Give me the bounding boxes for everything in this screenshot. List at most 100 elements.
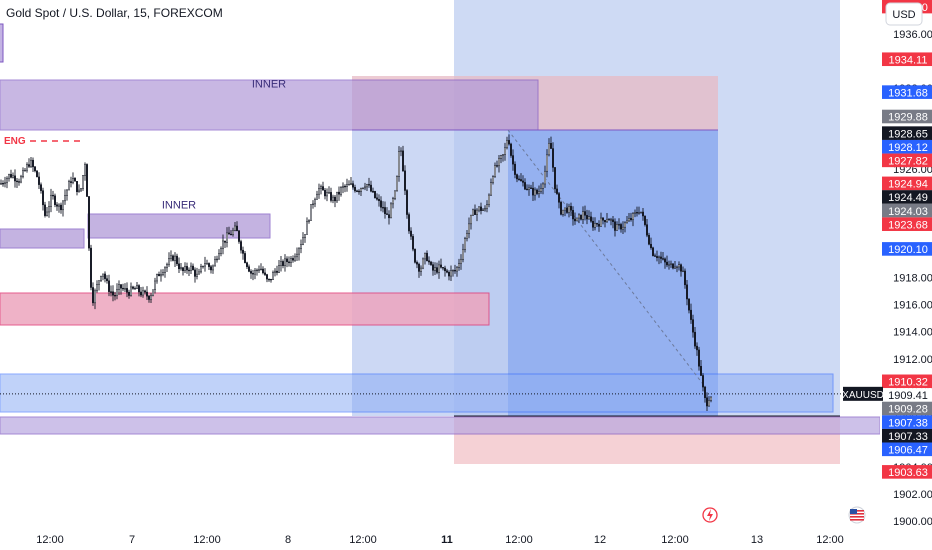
candle-body [518, 178, 520, 180]
candle-body [552, 148, 554, 168]
candle-body [618, 224, 620, 226]
candle-body [74, 178, 76, 182]
price-label-box: 1927.82 [882, 153, 932, 168]
lightning-icon[interactable] [702, 507, 718, 523]
blue-support-band[interactable] [0, 373, 834, 413]
candle-body [436, 267, 438, 273]
candle-body [454, 269, 456, 272]
candle-body [146, 291, 148, 297]
time-tick-label: 12:00 [36, 534, 64, 546]
candle-body [120, 284, 122, 289]
candle-body [496, 165, 498, 167]
candle-body [330, 192, 332, 201]
inner-zone-label: INNER [162, 199, 196, 211]
candle-body [438, 264, 440, 273]
candle-body [292, 258, 294, 261]
price-label-text: 1909.28 [888, 404, 928, 416]
candle-body [650, 243, 652, 249]
us-flag-icon[interactable] [848, 506, 866, 524]
candle-body [374, 191, 376, 199]
candle-body [560, 202, 562, 215]
inner-zone-lower[interactable] [87, 213, 271, 239]
candle-body [428, 260, 430, 263]
candle-body [506, 140, 508, 149]
candle-body [202, 265, 204, 268]
candle-body [484, 208, 486, 211]
candle-body [18, 181, 20, 183]
candle-body [580, 214, 582, 220]
candle-body [206, 263, 208, 265]
candle-body [4, 182, 6, 184]
left-edge-box[interactable] [0, 23, 4, 63]
left-zone-small[interactable] [0, 228, 85, 249]
currency-button[interactable]: USD [885, 2, 923, 26]
candle-body [526, 188, 528, 191]
candle-body [446, 270, 448, 273]
candle-body [156, 274, 158, 282]
candle-body [596, 223, 598, 225]
candle-body [168, 258, 170, 265]
time-tick-label: 12:00 [661, 534, 689, 546]
candle-body [336, 191, 338, 202]
eng-annotation[interactable]: ENG [4, 136, 84, 147]
candle-body [32, 159, 34, 168]
price-label-text: 1923.68 [888, 219, 928, 231]
projection-dashed-line[interactable] [507, 129, 707, 389]
price-tick-label: 1918.00 [893, 273, 932, 285]
time-tick-label: 12:00 [349, 534, 377, 546]
candle-body [378, 199, 380, 201]
symbol-tag-text: XAUUSD [842, 390, 884, 401]
candle-body [482, 209, 484, 211]
candle-body [448, 271, 450, 277]
candle-body [682, 270, 684, 273]
candle-body [40, 184, 42, 191]
candle-body [638, 212, 640, 214]
candle-body [494, 165, 496, 177]
candle-body [582, 211, 584, 220]
candle-body [96, 284, 98, 292]
drawing-layer[interactable] [0, 0, 881, 464]
candle-body [420, 267, 422, 272]
candle-body [692, 319, 694, 333]
candle-body [340, 187, 342, 195]
candle-body [248, 266, 250, 272]
time-axis[interactable]: 12:00 7 12:00 8 12:00 11 12:00 12 12:00 13 12:00 [0, 528, 880, 550]
candle-body [702, 375, 704, 388]
candle-body [440, 264, 442, 268]
candle-body [380, 200, 382, 208]
candle-body [148, 295, 150, 300]
candle-body [474, 209, 476, 215]
price-label-box: 1931.68 [882, 85, 932, 99]
price-label-box: 1929.88 [882, 109, 932, 124]
candle-body [0, 183, 2, 185]
candle-body [328, 192, 330, 194]
candle-body [116, 289, 118, 296]
candle-body [130, 286, 132, 296]
candle-body [34, 166, 36, 172]
candle-body [212, 265, 214, 271]
candle-body [170, 255, 172, 259]
projected-move-zone[interactable] [508, 130, 718, 416]
candle-body [686, 284, 688, 300]
price-label-box: 1906.47 [882, 442, 932, 457]
purple-bottom-band[interactable] [0, 416, 881, 435]
price-label-box: 1910.32 [882, 374, 932, 389]
candle-body [642, 211, 644, 217]
candle-body [252, 273, 254, 275]
candle-body [562, 209, 564, 215]
price-label-text: 1920.10 [888, 244, 928, 256]
inner-zone-upper[interactable] [0, 79, 539, 131]
candle-body [180, 267, 182, 270]
candle-body [636, 212, 638, 214]
candle-body [490, 182, 492, 196]
candle-body [236, 225, 238, 232]
pink-demand-zone[interactable] [0, 292, 490, 326]
price-label-text: 1928.12 [888, 142, 928, 154]
candle-body [82, 175, 84, 189]
candle-body [288, 261, 290, 264]
candle-body [210, 266, 212, 271]
candle-body [186, 266, 188, 271]
candle-body [272, 272, 274, 280]
candle-body [92, 287, 94, 304]
